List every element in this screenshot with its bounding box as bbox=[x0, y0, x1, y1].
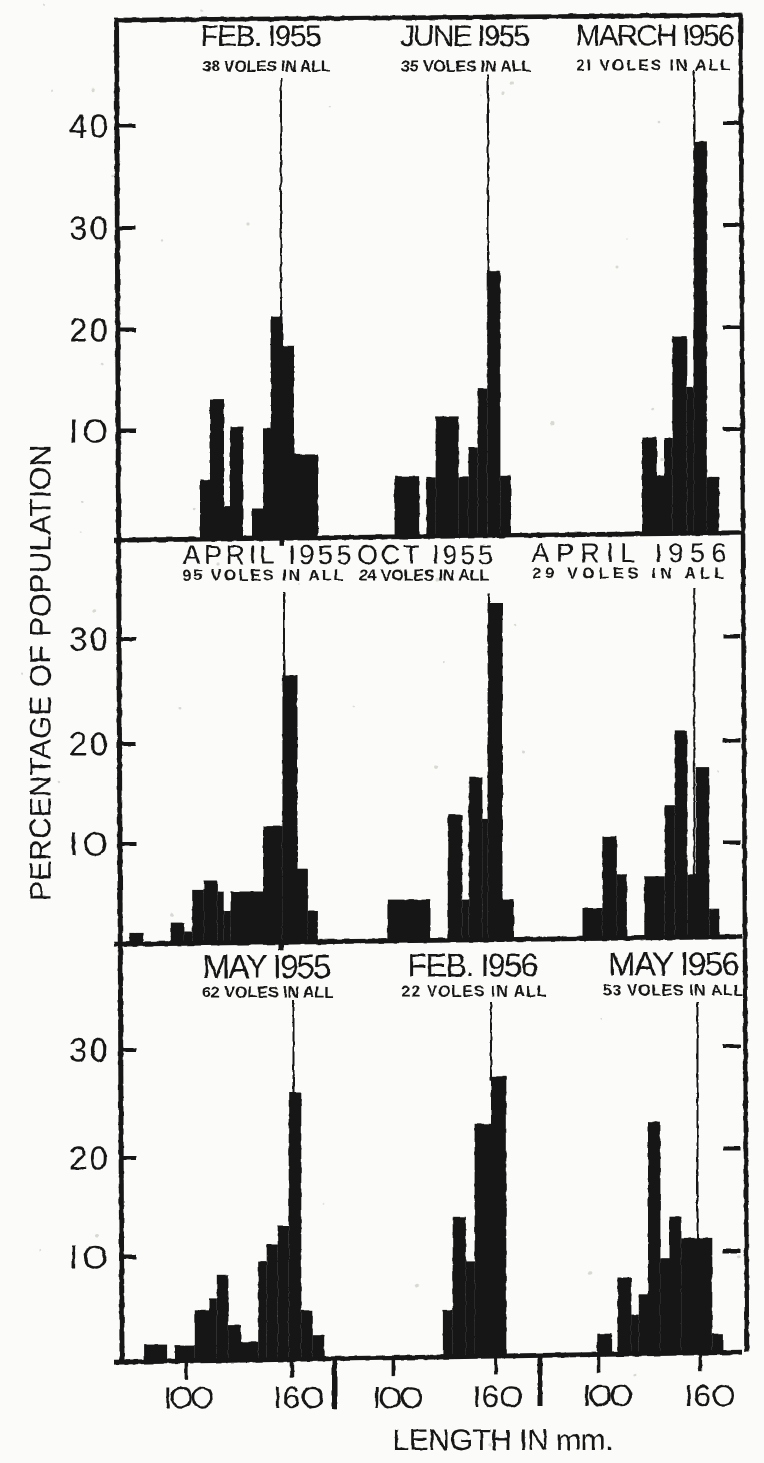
svg-text:38 VOLES IN ALL: 38 VOLES IN ALL bbox=[203, 59, 331, 76]
svg-text:IO: IO bbox=[69, 1239, 108, 1276]
svg-text:53 VOLES IN ALL: 53 VOLES IN ALL bbox=[603, 983, 743, 1000]
svg-text:95 VOLES IN ALL: 95 VOLES IN ALL bbox=[183, 568, 344, 585]
svg-text:I6O: I6O bbox=[473, 1379, 524, 1414]
svg-text:MARCH I956: MARCH I956 bbox=[576, 20, 735, 53]
svg-text:IOO: IOO bbox=[373, 1380, 424, 1415]
svg-text:FEB. I956: FEB. I956 bbox=[408, 948, 539, 984]
svg-text:APRIL I955: APRIL I955 bbox=[183, 540, 352, 570]
svg-text:OCT I955: OCT I955 bbox=[357, 540, 493, 570]
svg-text:LENGTH IN mm.: LENGTH IN mm. bbox=[393, 1424, 614, 1457]
svg-text:22 VOLES IN ALL: 22 VOLES IN ALL bbox=[402, 984, 547, 1001]
svg-text:62 VOLES IN ALL: 62 VOLES IN ALL bbox=[202, 985, 334, 1002]
svg-text:IO: IO bbox=[69, 413, 108, 450]
svg-text:IO: IO bbox=[69, 826, 108, 863]
svg-text:JUNE I955: JUNE I955 bbox=[400, 20, 530, 53]
svg-text:PERCENTAGE OF POPULATION: PERCENTAGE OF POPULATION bbox=[25, 445, 58, 901]
svg-text:FEB. I955: FEB. I955 bbox=[200, 20, 322, 53]
svg-text:29 VOLES IN ALL: 29 VOLES IN ALL bbox=[532, 566, 724, 583]
svg-text:IOO: IOO bbox=[164, 1380, 215, 1415]
svg-text:MAY I955: MAY I955 bbox=[203, 948, 332, 985]
svg-text:24 VOLES IN ALL: 24 VOLES IN ALL bbox=[359, 568, 489, 585]
svg-text:APRIL I956: APRIL I956 bbox=[532, 538, 727, 568]
svg-text:2I VOLES IN ALL: 2I VOLES IN ALL bbox=[576, 58, 730, 75]
svg-text:35 VOLES IN ALL: 35 VOLES IN ALL bbox=[401, 59, 531, 76]
svg-text:MAY I956: MAY I956 bbox=[608, 946, 740, 983]
svg-text:I6O: I6O bbox=[274, 1380, 325, 1415]
svg-text:I6O: I6O bbox=[685, 1378, 736, 1413]
svg-text:IOO: IOO bbox=[583, 1378, 634, 1413]
